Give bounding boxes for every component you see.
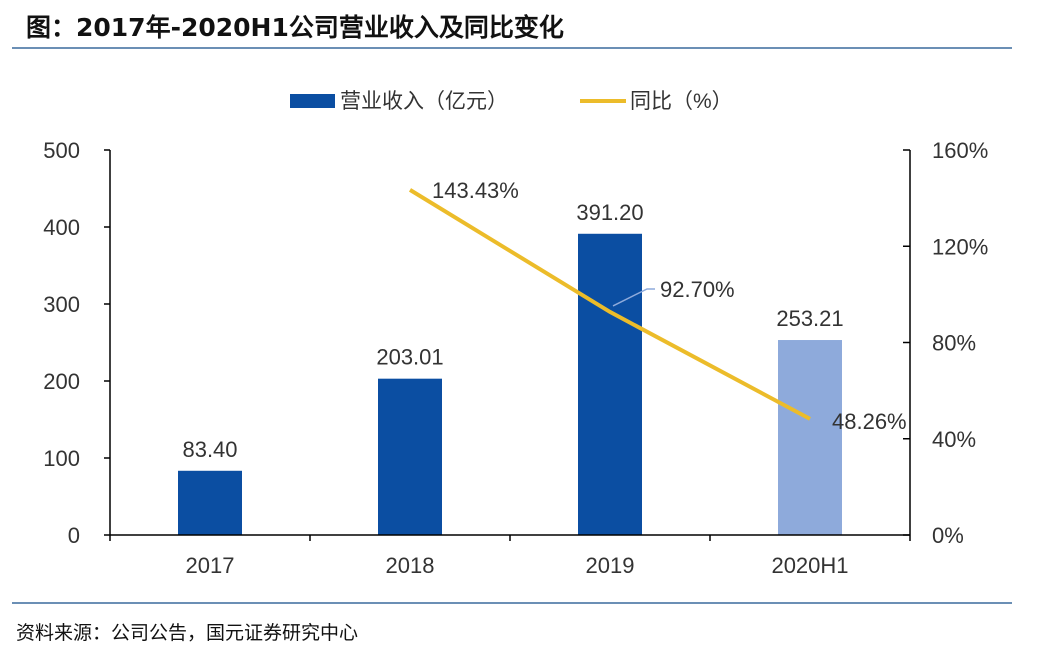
x-axis-tick-label: 2018 (386, 553, 435, 578)
revenue-bar (578, 233, 642, 535)
legend-label-yoy: 同比（%） (630, 90, 733, 113)
left-axis-tick-label: 0 (68, 523, 80, 548)
x-axis-tick-label: 2020H1 (771, 553, 848, 578)
chart-title: 图：2017年-2020H1公司营业收入及同比变化 (26, 13, 564, 42)
legend-swatch-revenue (290, 94, 335, 108)
revenue-data-label: 391.20 (576, 200, 643, 225)
left-axis-tick-label: 400 (43, 215, 80, 240)
yoy-growth-line (408, 188, 811, 421)
x-axis-tick-label: 2019 (586, 553, 635, 578)
yoy-data-label: 143.43% (432, 178, 519, 203)
revenue-bar (778, 340, 842, 535)
x-axis-tick-label: 2017 (186, 553, 235, 578)
right-axis-tick-label: 40% (932, 427, 976, 452)
left-axis-tick-label: 100 (43, 446, 80, 471)
revenue-bar (178, 470, 242, 535)
footer-divider (12, 602, 1012, 604)
right-axis-tick-label: 120% (932, 234, 988, 259)
left-axis-tick-label: 300 (43, 292, 80, 317)
yoy-data-label: 48.26% (832, 409, 907, 434)
title-divider (12, 47, 1012, 49)
source-note: 资料来源：公司公告，国元证券研究中心 (16, 622, 359, 644)
revenue-bar (378, 378, 442, 535)
revenue-data-label: 203.01 (376, 345, 443, 370)
revenue-data-label: 253.21 (776, 306, 843, 331)
left-axis-tick-label: 200 (43, 369, 80, 394)
right-axis-tick-label: 0% (932, 523, 964, 548)
yoy-label-leader-line (612, 288, 655, 307)
right-axis-tick-label: 160% (932, 138, 988, 163)
revenue-data-label: 83.40 (182, 437, 237, 462)
right-axis-tick-label: 80% (932, 331, 976, 356)
legend-label-revenue: 营业收入（亿元） (340, 90, 508, 113)
yoy-data-label: 92.70% (660, 277, 735, 302)
left-axis-tick-label: 500 (43, 138, 80, 163)
